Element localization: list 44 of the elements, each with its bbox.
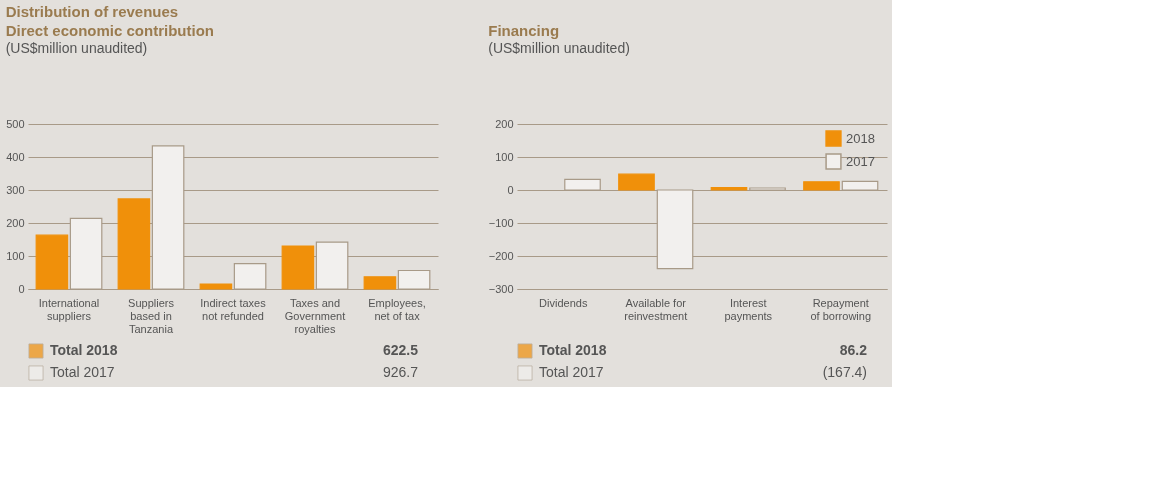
bar <box>35 234 69 290</box>
bar <box>618 173 655 191</box>
chart-title: Financing <box>488 22 560 39</box>
x-tick-label: Dividends <box>539 296 588 309</box>
y-tick-label: 500 <box>6 117 25 130</box>
y-tick-label: 0 <box>507 183 514 196</box>
text: (167.4) <box>822 364 867 380</box>
y-tick-label: −200 <box>488 249 514 262</box>
legend-label: 2018 <box>846 130 875 146</box>
bar <box>117 198 151 290</box>
bar <box>363 276 397 290</box>
bar <box>281 245 315 290</box>
x-tick-label: Available for reinvestment <box>624 296 688 322</box>
text: 926.7 <box>382 364 419 380</box>
chart-subtitle: (US$million unaudited) <box>5 40 148 56</box>
x-tick-label: International suppliers <box>38 296 100 322</box>
y-tick-label: 300 <box>6 183 25 196</box>
chart-title: Direct economic contribution <box>5 22 215 39</box>
x-tick-label: Indirect taxes not refunded <box>200 296 267 322</box>
text: Total 2017 <box>50 364 115 380</box>
y-tick-label: 200 <box>6 216 25 229</box>
x-tick-label: Repayment of borrowing <box>810 296 872 322</box>
y-tick-label: −300 <box>488 282 514 295</box>
x-tick-label: Employees, net of tax <box>368 296 426 322</box>
text: Total 2018 <box>539 342 607 358</box>
y-tick-label: 400 <box>6 150 25 163</box>
bar <box>803 181 840 191</box>
text: Distribution of revenues <box>5 3 179 20</box>
text: 86.2 <box>839 342 868 358</box>
y-tick-label: 200 <box>495 117 514 130</box>
y-tick-label: 100 <box>6 249 25 262</box>
bar <box>199 283 233 290</box>
y-tick-label: −100 <box>488 216 514 229</box>
legend-label: 2017 <box>846 153 875 169</box>
bar <box>710 187 748 191</box>
y-tick-label: 100 <box>495 150 514 163</box>
x-tick-label: Interest payments <box>724 296 773 322</box>
chart-subtitle: (US$million unaudited) <box>488 40 630 56</box>
x-tick-label: Suppliers based in Tanzania <box>128 296 175 335</box>
text: Total 2017 <box>539 364 604 380</box>
text: 622.5 <box>382 342 419 358</box>
x-tick-label: Taxes and Government royalties <box>284 296 346 335</box>
y-tick-label: 0 <box>18 282 25 295</box>
text: Total 2018 <box>50 342 118 358</box>
